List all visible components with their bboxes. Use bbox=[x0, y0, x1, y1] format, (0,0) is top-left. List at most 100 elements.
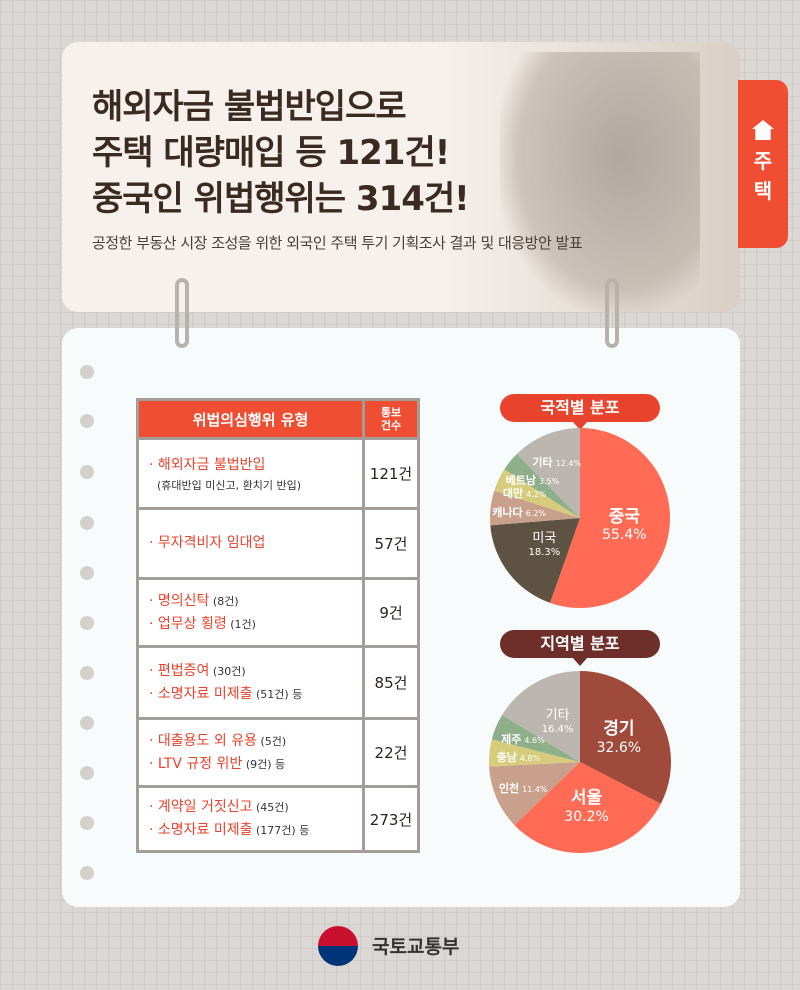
violation-type: · 편법증여 (30건) · 소명자료 미제출 (51건) 등 bbox=[136, 645, 365, 720]
pie-slice-중국 bbox=[550, 428, 670, 608]
header-count: 통보 건수 bbox=[362, 398, 420, 440]
item-count: (177건) 등 bbox=[252, 824, 310, 837]
item-count: (30건) bbox=[209, 664, 246, 678]
category-name: 대만 bbox=[502, 486, 524, 500]
binder-hole bbox=[80, 516, 94, 530]
item-label: · 소명자료 미제출 bbox=[149, 822, 253, 838]
pointer bbox=[572, 421, 588, 430]
percent-label: 32.6% bbox=[596, 740, 642, 757]
percent-label: 18.3% bbox=[528, 547, 561, 559]
percent-label: 12.4% bbox=[555, 459, 582, 469]
binder-hole bbox=[80, 766, 94, 780]
percent-label: 16.4% bbox=[541, 724, 574, 736]
category-name: 기타 bbox=[532, 456, 553, 470]
item-note: (휴대반입 미신고, 환치기 반입) bbox=[157, 479, 302, 492]
chart-title: 국적별 분포 bbox=[500, 394, 660, 422]
item-label: · 계약일 거짓신고 bbox=[149, 799, 253, 815]
category-name: 중국 bbox=[608, 506, 640, 527]
report-count: 121건 bbox=[362, 437, 420, 510]
table-row: · 편법증여 (30건) · 소명자료 미제출 (51건) 등 85건 bbox=[136, 645, 420, 720]
report-count: 22건 bbox=[362, 717, 420, 788]
slice-label: 중국 55.4% bbox=[602, 506, 647, 544]
report-count: 9건 bbox=[362, 577, 420, 648]
pie-slice-베트남 bbox=[504, 453, 580, 518]
report-count: 57건 bbox=[362, 507, 420, 580]
pointer bbox=[572, 657, 588, 666]
item-count: (9건) 등 bbox=[242, 757, 286, 771]
pie-slice-캐나다 bbox=[490, 490, 580, 526]
item-label: · 무자격비자 임대업 bbox=[149, 535, 266, 551]
slice-label: 충남 4.8% bbox=[497, 747, 541, 765]
category-name: 제주 bbox=[501, 732, 522, 746]
slice-label: 서울 30.2% bbox=[564, 789, 608, 825]
item-count: (5건) bbox=[256, 734, 287, 748]
binder-hole bbox=[80, 816, 94, 830]
violation-type: · 대출용도 외 유용 (5건) · LTV 규정 위반 (9건) 등 bbox=[136, 717, 365, 788]
table-row: · 명의신탁 (8건) · 업무상 횡령 (1건) 9건 bbox=[136, 577, 420, 648]
item-count: (8건) bbox=[209, 594, 239, 608]
pie-slice-서울 bbox=[514, 762, 661, 853]
percent-label: 4.2% bbox=[526, 489, 547, 499]
violation-table: 위법의심행위 유형 통보 건수 · 해외자금 불법반입 (휴대반입 미신고, 환치기… bbox=[136, 398, 420, 853]
binder-hole bbox=[80, 716, 94, 730]
pie-chart bbox=[489, 671, 671, 853]
slice-label: 경기 32.6% bbox=[596, 719, 642, 757]
slice-label: 기타 16.4% bbox=[541, 708, 574, 736]
slice-label: 제주 4.6% bbox=[501, 729, 545, 747]
report-count: 85건 bbox=[362, 645, 420, 720]
category-name: 경기 bbox=[603, 719, 635, 740]
pie-slice-제주 bbox=[491, 715, 580, 762]
binder-hole bbox=[80, 666, 94, 680]
violation-type: · 계약일 거짓신고 (45건) · 소명자료 미제출 (177건) 등 bbox=[136, 785, 365, 853]
table-row: · 해외자금 불법반입 (휴대반입 미신고, 환치기 반입) 121건 bbox=[136, 437, 420, 510]
page-title: 해외자금 불법반입으로 주택 대량매입 등 121건! 중국인 위법행위는 31… bbox=[92, 87, 470, 219]
category-name: 서울 bbox=[570, 788, 603, 809]
binder-ring bbox=[175, 278, 189, 348]
pie-slice-경기 bbox=[580, 671, 671, 804]
binder-hole bbox=[80, 365, 94, 379]
category-name: 미국 bbox=[532, 531, 557, 547]
percent-label: 30.2% bbox=[564, 808, 609, 825]
item-label: · 명의신탁 bbox=[149, 592, 210, 609]
percent-label: 11.4% bbox=[522, 784, 548, 794]
percent-label: 4.6% bbox=[524, 735, 545, 745]
item-label: · 대출용도 외 유용 bbox=[149, 732, 257, 749]
subtitle: 공정한 부동산 시장 조성을 위한 외국인 주택 투기 기획조사 결과 및 대응… bbox=[92, 234, 583, 252]
binder-ring bbox=[605, 278, 619, 348]
item-label: · 소명자료 미제출 bbox=[149, 685, 253, 702]
pie-slice-충남 bbox=[489, 739, 580, 767]
item-label: · 편법증여 bbox=[149, 662, 210, 679]
category-tab[interactable]: 주 택 bbox=[738, 80, 788, 248]
percent-label: 6.2% bbox=[525, 508, 547, 518]
slice-label: 미국 18.3% bbox=[528, 531, 561, 559]
binder-hole bbox=[80, 616, 94, 630]
pie-slice-기타 bbox=[501, 671, 580, 762]
slice-label: 인천 11.4% bbox=[499, 777, 548, 795]
violation-type: · 무자격비자 임대업 bbox=[136, 507, 365, 580]
chart-title: 지역별 분포 bbox=[500, 630, 660, 658]
pie-slice-미국 bbox=[490, 518, 580, 603]
item-label: · 업무상 횡령 bbox=[149, 615, 227, 632]
house-icon bbox=[752, 120, 774, 140]
violation-type: · 명의신탁 (8건) · 업무상 횡령 (1건) bbox=[136, 577, 365, 648]
pie-slice-인천 bbox=[489, 762, 580, 826]
percent-label: 3.5% bbox=[538, 477, 560, 487]
table-row: · 무자격비자 임대업 57건 bbox=[136, 507, 420, 580]
binder-hole bbox=[80, 414, 94, 428]
table-row: · 계약일 거짓신고 (45건) · 소명자료 미제출 (177건) 등 273건 bbox=[136, 785, 420, 853]
item-label: · 해외자금 불법반입 bbox=[149, 457, 266, 473]
category-name: 기타 bbox=[545, 708, 570, 724]
violation-type: · 해외자금 불법반입 (휴대반입 미신고, 환치기 반입) bbox=[136, 437, 365, 510]
report-count: 273건 bbox=[362, 785, 420, 853]
illustration bbox=[500, 52, 700, 312]
percent-label: 55.4% bbox=[602, 527, 647, 544]
item-count: (51건) 등 bbox=[252, 687, 303, 701]
item-label: · LTV 규정 위반 bbox=[149, 755, 243, 772]
slice-label: 대만 4.2% bbox=[503, 483, 547, 501]
category-name: 인천 bbox=[498, 781, 520, 795]
org-name: 국토교통부 bbox=[372, 936, 460, 958]
category-name: 베트남 bbox=[505, 474, 536, 488]
header-type: 위법의심행위 유형 bbox=[136, 398, 365, 440]
category-name: 캐나다 bbox=[492, 505, 523, 519]
item-count: (45건) bbox=[252, 801, 289, 814]
